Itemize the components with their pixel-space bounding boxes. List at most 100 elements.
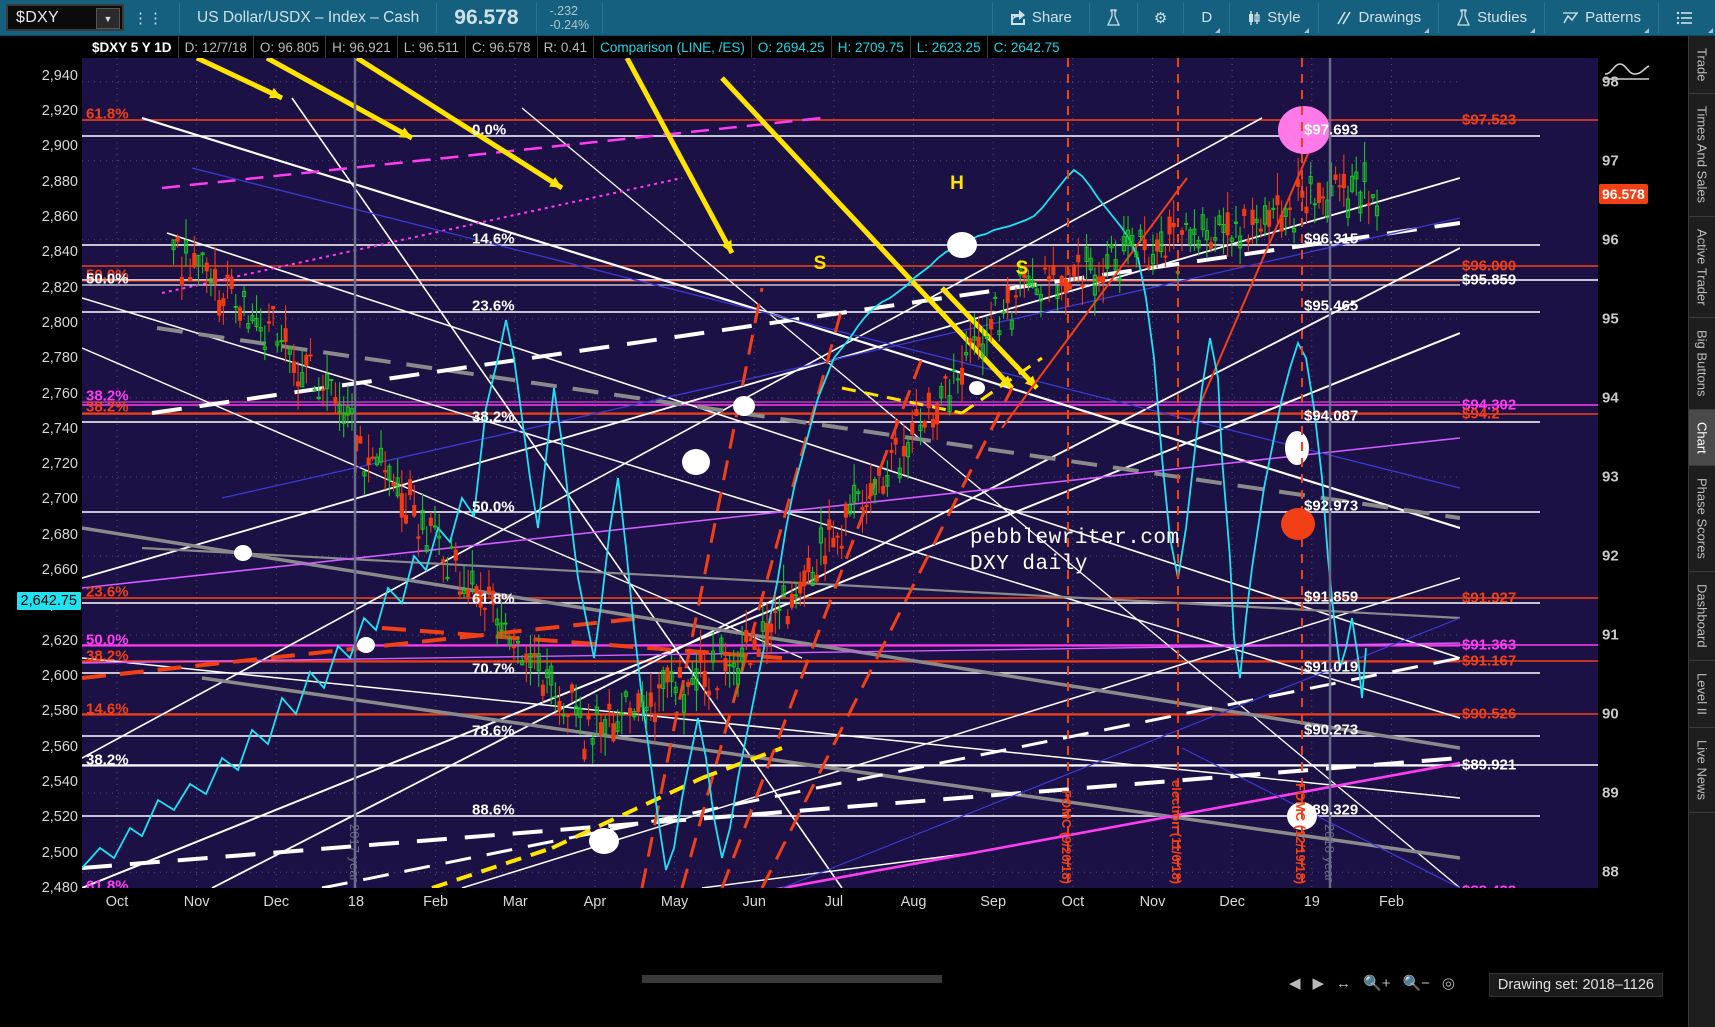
menu-button[interactable] [1666,0,1715,36]
fib-label-mid: 14.6% [472,230,515,248]
share-label: Share [1031,9,1072,26]
scrollbar-thumb[interactable] [642,975,942,983]
trendline-icon [1336,11,1351,24]
left-axis-tick: 2,540 [41,774,78,791]
right-axis-tick: 95 [1602,310,1619,328]
chevron-left-icon[interactable]: ◀ [1288,975,1301,992]
change-percent: -0.24% [549,17,590,32]
head-shoulders-label: H [950,173,964,194]
chevron-right-icon[interactable]: ▶ [1312,975,1325,992]
left-axis-tick: 2,800 [41,314,78,331]
sidebar-tab-live-news[interactable]: Live News [1689,728,1715,813]
crosshair-icon[interactable]: ◎ [1441,975,1455,992]
left-axis-tick: 2,780 [41,350,78,367]
time-axis-tick: Jul [824,894,844,910]
left-price-axis[interactable]: 2,940 2,920 2,900 2,880 2,860 2,840 2,820 2,800… [0,58,82,896]
patterns-button[interactable]: Patterns [1552,0,1651,36]
timeframe-button[interactable]: D [1191,0,1222,36]
fib-label-mid: 70.7% [472,660,515,678]
time-axis[interactable]: Oct Nov Dec 18 Feb Mar Apr May Jun Jul Aug Sep Oct No… [82,888,1460,924]
share-icon [1010,10,1025,25]
sidebar-tab-chart[interactable]: Chart [1689,409,1715,467]
gear-icon[interactable]: ⚙ [1153,9,1168,27]
price-level-label: $91.859 [1304,588,1359,606]
studies-button[interactable]: Studies [1446,0,1537,36]
drawings-button[interactable]: Drawings [1326,0,1432,36]
series-title: $DXY 5 Y 1D [86,36,179,58]
right-axis-tick: 93 [1602,468,1619,486]
symbol-input[interactable]: $DXY ▼ [6,4,124,31]
right-price-level-label: $97.523 [1462,111,1517,129]
sidebar-tab-level-ii[interactable]: Level II [1689,661,1715,728]
toolbar-divider [436,2,438,33]
left-axis-tick: 2,920 [41,102,78,119]
style-button[interactable]: Style [1237,0,1310,36]
left-axis-tick: 2,820 [41,279,78,296]
flask-icon[interactable] [1097,0,1130,36]
last-price: 96.578 [454,5,519,29]
time-axis-tick: Sep [980,894,1007,910]
toolbar-divider [1088,2,1090,33]
link-icon[interactable]: ⋮⋮ [133,9,163,27]
sidebar-tab-big-buttons[interactable]: Big Buttons [1689,318,1715,410]
right-axis-tick: 91 [1602,626,1619,644]
right-sidebar[interactable]: Trade Times And Sales Active Trader Big But… [1688,36,1715,1027]
fib-label-mid: 0.0% [472,121,507,139]
chart-info-bar: $DXY 5 Y 1D D: 12/7/18 O: 96.805 H: 96.9… [0,36,1715,58]
share-button[interactable]: Share [1000,0,1082,36]
caret-icon [1303,27,1309,33]
right-price-level-label: $91.167 [1462,652,1517,670]
drawing-set-label[interactable]: Drawing set: 2018–1126 [1488,973,1663,997]
right-price-level-label: $88.423 [1462,883,1516,889]
time-axis-tick: Dec [263,894,290,910]
toolbar-divider [1438,2,1440,33]
time-axis-tick: Oct [105,894,129,910]
right-label-strip: $97.523 $96.000 $95.859 $94.302 $94.2 $91.927… [1460,58,1598,888]
sidebar-tab-times-and-sales[interactable]: Times And Sales [1689,94,1715,217]
left-axis-tick: 2,680 [41,526,78,543]
zoom-out-icon[interactable]: 🔍− [1402,975,1430,992]
chart-nav-controls[interactable]: ◀ ▶ ↔ 🔍+ 🔍− ◎ [1288,974,1455,993]
time-axis-tick: Feb [423,894,449,910]
fib-label-left: 14.6% [86,700,129,718]
time-axis-tick: Mar [502,894,528,910]
studies-label: Studies [1477,9,1528,26]
left-axis-tick: 2,840 [41,244,78,261]
right-price-axis[interactable]: 98 97 96 95 94 93 92 91 90 89 88 96.578 [1598,58,1658,888]
comparison-title: Comparison (LINE, /ES) [594,36,752,58]
caret-icon [1215,27,1221,33]
sidebar-tab-dashboard[interactable]: Dashboard [1689,572,1715,661]
timeframe-label: D [1201,9,1213,26]
price-level-label: $96.315 [1304,230,1359,248]
right-price-level-label: $94.302 [1462,396,1517,414]
right-price-level-label: $94.2 [1462,405,1500,423]
sidebar-tab-trade[interactable]: Trade [1689,36,1715,95]
time-axis-tick: Nov [183,894,210,910]
time-axis-tick: Dec [1219,894,1246,910]
fib-label-left: 38.2% [86,387,129,405]
plot-canvas[interactable]: pebblewriter.com DXY daily 61.8% 50.0% 50.… [82,58,1460,888]
comparison-high: H: 2709.75 [832,36,911,58]
comparison-close: C: 2642.75 [993,39,1060,55]
fib-label-mid: 78.6% [472,722,515,740]
sidebar-tab-active-trader[interactable]: Active Trader [1689,217,1715,319]
caret-icon [1708,27,1713,33]
watermark-line-2: DXY daily [970,553,1088,576]
toolbar-divider [1317,2,1319,33]
info-date: D: 12/7/18 [179,36,254,58]
time-axis-tick: 19 [1303,894,1320,910]
left-axis-tick: 2,760 [41,385,78,402]
chart-area[interactable]: 2,940 2,920 2,900 2,880 2,860 2,840 2,820 2,800… [0,58,1715,997]
info-high: H: 96.921 [326,36,398,58]
toolbar-divider [991,2,993,33]
pan-icon[interactable]: ↔ [1336,974,1352,992]
chevron-down-icon[interactable]: ▼ [96,8,120,29]
sidebar-tab-phase-scores[interactable]: Phase Scores [1689,466,1715,573]
right-price-level-label: $89.921 [1462,756,1517,774]
candlestick-icon [1249,10,1260,25]
zoom-in-icon[interactable]: 🔍+ [1363,975,1391,992]
chart-scrollbar[interactable] [82,972,1460,986]
infobar-spacer [0,36,86,58]
caret-icon [1424,27,1430,33]
time-axis-tick: Aug [900,894,927,910]
